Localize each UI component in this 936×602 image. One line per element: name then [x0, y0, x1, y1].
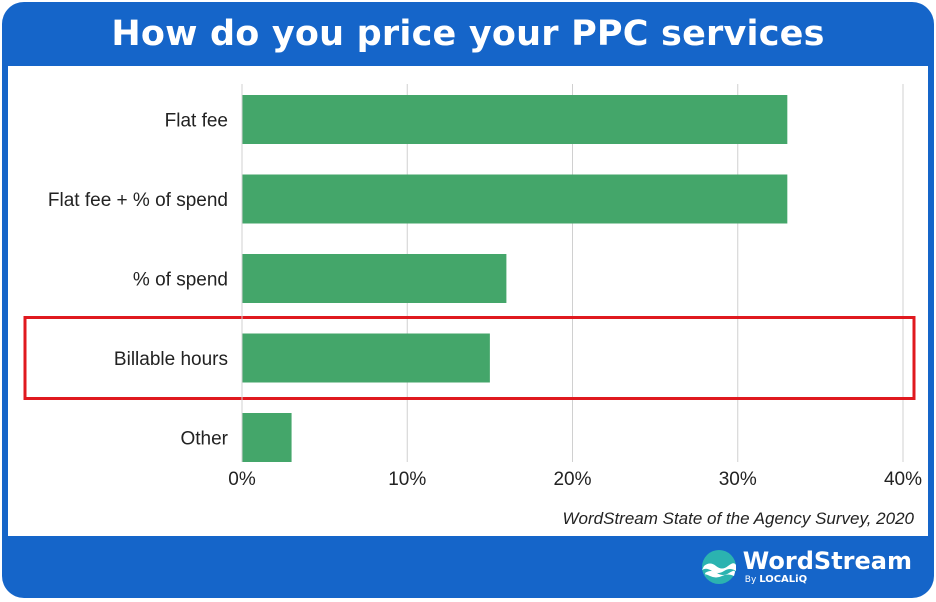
category-label: % of spend [133, 270, 228, 291]
bar [242, 95, 788, 144]
logo-localiq: LOCALiQ [759, 574, 808, 585]
bar [242, 254, 507, 303]
bar [242, 174, 788, 224]
source-note: WordStream State of the Agency Survey, 2… [562, 509, 914, 528]
logo-subtitle: By LOCALiQ [745, 574, 912, 586]
logo-name: WordStream [742, 547, 912, 575]
x-tick-label: 10% [388, 469, 426, 490]
chart-title: How do you price your PPC services [111, 14, 825, 54]
x-tick-label: 40% [884, 469, 922, 490]
bar [242, 413, 292, 462]
x-tick-label: 20% [553, 469, 591, 490]
logo-by: By [744, 575, 757, 585]
bar [242, 333, 490, 383]
wordstream-logo: WordStream By LOCALiQ [701, 546, 912, 588]
footer-bar: WordStream By LOCALiQ [2, 536, 934, 598]
category-label: Billable hours [114, 349, 228, 370]
chart-panel: 0% 10% 20% 30% 40% Flat fee Flat fee + % of sp… [8, 66, 928, 536]
bar-chart: 0% 10% 20% 30% 40% Flat fee Flat fee + % of sp… [23, 84, 922, 490]
x-tick-label: 30% [719, 469, 757, 490]
highlight-box [23, 316, 916, 400]
category-label: Flat fee + % of spend [48, 190, 228, 211]
wordstream-wave-icon [701, 550, 736, 584]
category-label: Flat fee [165, 111, 228, 132]
category-label: Other [180, 429, 228, 450]
x-tick-label: 0% [228, 469, 256, 490]
